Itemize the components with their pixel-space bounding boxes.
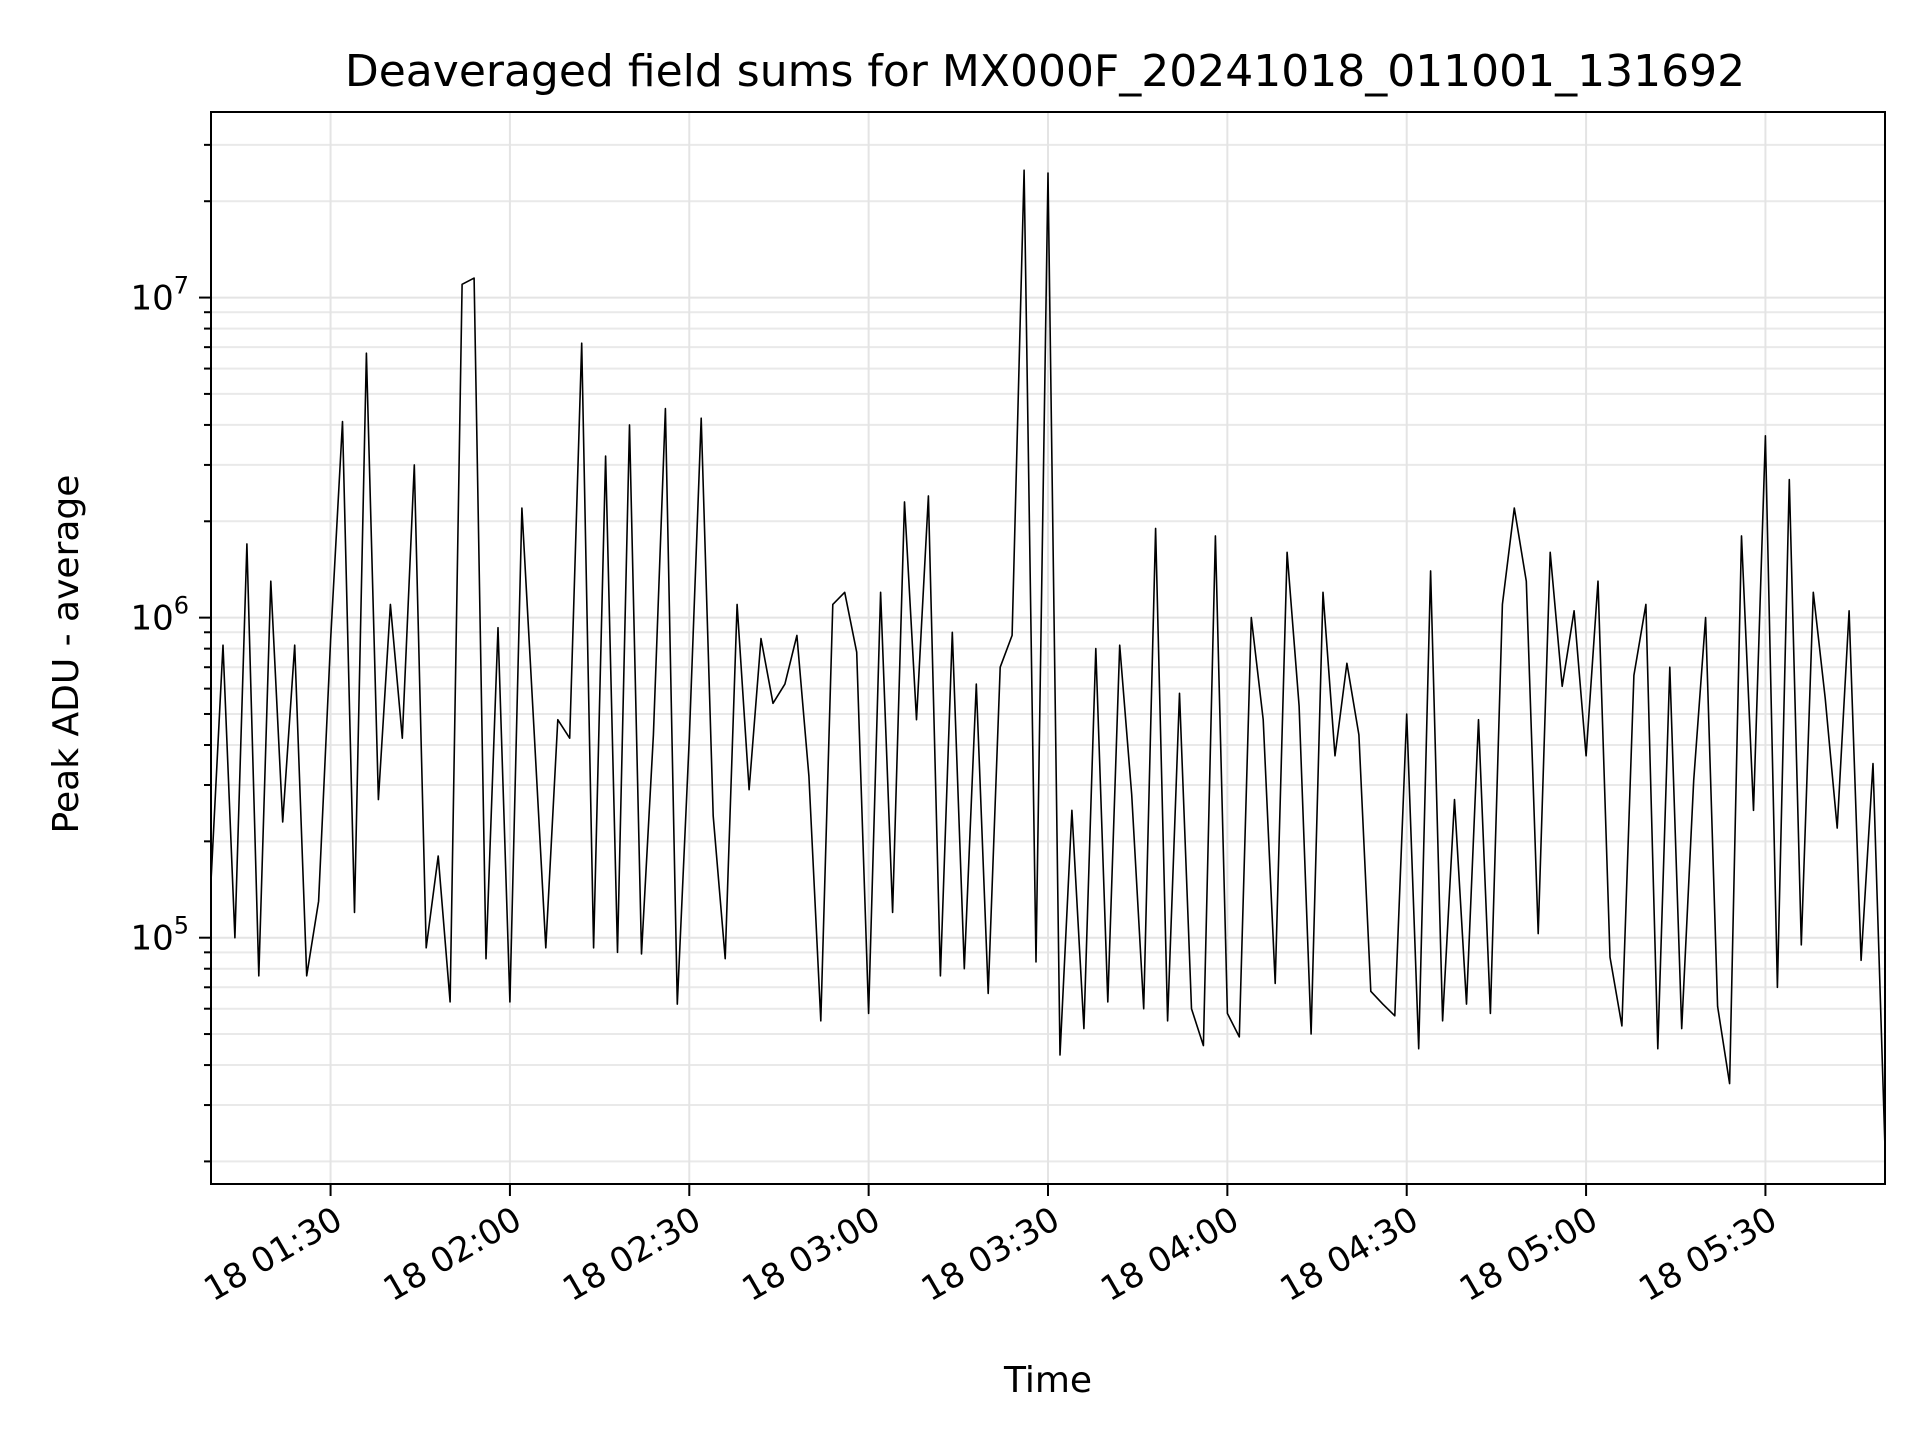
x-tick-label: 18 02:30 xyxy=(556,1199,708,1310)
x-axis-label: Time xyxy=(1003,1360,1092,1401)
y-tick-label: 106 xyxy=(130,592,189,639)
data-series xyxy=(210,169,1886,1149)
y-tick-label: 107 xyxy=(130,272,189,319)
x-tick-label: 18 02:00 xyxy=(377,1199,529,1310)
x-tick-label: 18 04:00 xyxy=(1094,1199,1246,1310)
x-tick-label: 18 05:30 xyxy=(1632,1199,1784,1310)
chart-title: Deaveraged field sums for MX000F_2024101… xyxy=(345,46,1745,97)
y-tick-label: 105 xyxy=(130,912,189,959)
series-line xyxy=(210,169,1886,1149)
plot-frame xyxy=(210,111,1886,1185)
x-tick-label: 18 03:00 xyxy=(735,1199,887,1310)
x-tick-label: 18 03:30 xyxy=(915,1199,1067,1310)
axes: 105 106 107 18 01:30 18 02:00 18 02:30 18 03:0… xyxy=(130,111,1886,1310)
x-tick-label: 18 01:30 xyxy=(197,1199,349,1310)
x-tick-label: 18 05:00 xyxy=(1453,1199,1605,1310)
x-tick-label: 18 04:30 xyxy=(1274,1199,1426,1310)
y-axis-label: Peak ADU - average xyxy=(46,475,87,834)
grid-lines xyxy=(211,112,1885,1184)
